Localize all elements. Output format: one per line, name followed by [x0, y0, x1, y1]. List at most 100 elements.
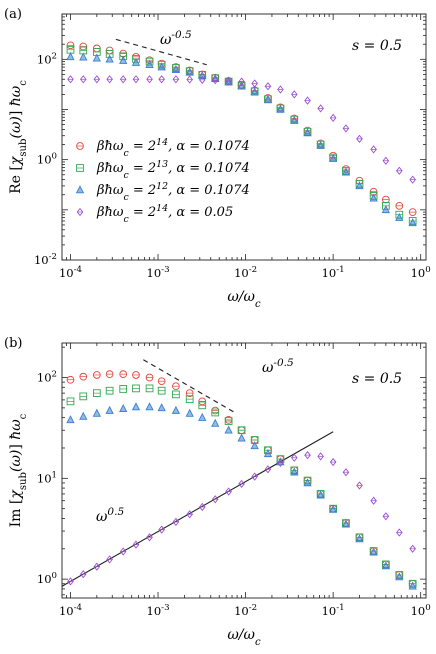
data-point-triangle [408, 581, 417, 590]
data-point-triangle [105, 54, 114, 63]
data-point-diamond [304, 450, 311, 460]
data-point-diamond [198, 75, 206, 84]
y-tick-label: 100 [37, 152, 57, 167]
data-point-triangle [263, 95, 273, 104]
data-point-diamond [290, 453, 298, 462]
data-point-diamond [396, 528, 403, 537]
plot-frame [61, 13, 427, 261]
data-point-diamond [370, 496, 377, 505]
data-point-diamond [186, 75, 194, 84]
x-tick-label: 10-2 [234, 265, 257, 280]
data-point-triangle [66, 52, 75, 61]
data-point-triangle [395, 572, 404, 581]
data-point-triangle [119, 55, 128, 64]
data-point-diamond [238, 479, 245, 489]
x-tick-label: 10-1 [322, 603, 345, 618]
data-point-diamond [396, 166, 403, 175]
data-point-diamond [342, 468, 350, 477]
legend-entry: βħωc = 213, α = 0.1074 [96, 159, 250, 181]
data-point-diamond [238, 77, 245, 86]
legend-entry: βħωc = 214, α = 0.05 [96, 203, 233, 225]
data-point-diamond [158, 525, 165, 534]
y-axis-label: Im [χsub(ω)] ħωc [8, 413, 29, 527]
panel-b: (b) 10-4 10-3 10-2 10-1 100 100 101 102 ω/ωc Im [χ… [4, 336, 431, 648]
data-point-diamond [106, 555, 113, 564]
data-point-triangle [316, 140, 325, 149]
data-point-triangle [119, 403, 128, 413]
series-3 [66, 402, 417, 590]
data-point-triangle [316, 490, 325, 499]
data-point-diamond [264, 465, 272, 474]
data-point-triangle [105, 405, 114, 414]
panel-label: (a) [4, 7, 22, 22]
panel-a: (a) 10-4 10-3 10-2 10-1 100 10-2 100 102 ω/ωc Re [… [4, 7, 431, 310]
data-point-triangle [369, 193, 378, 202]
series-4 [67, 75, 416, 184]
parameter-annotation: s = 0.5 [352, 38, 402, 54]
data-point-diamond [158, 75, 165, 84]
y-tick-label: 10-2 [34, 252, 57, 267]
data-point-triangle [79, 52, 88, 61]
data-point-triangle [328, 153, 338, 162]
data-point-triangle [237, 433, 246, 442]
data-point-triangle [369, 547, 378, 556]
data-point-diamond [277, 458, 284, 468]
data-point-diamond [304, 96, 311, 105]
data-point-triangle [171, 405, 181, 414]
data-point-triangle [131, 402, 141, 411]
data-point-diamond [132, 540, 140, 549]
data-point-diamond [370, 145, 377, 154]
data-point-triangle [171, 64, 181, 73]
series-2 [66, 384, 417, 588]
data-point-triangle [145, 59, 154, 68]
data-point-diamond [211, 75, 219, 85]
data-point-triangle [250, 441, 259, 450]
data-point-diamond [67, 577, 74, 586]
data-point-diamond [409, 175, 416, 184]
data-point-diamond [186, 510, 194, 519]
data-point-triangle [75, 185, 85, 194]
data-point-triangle [66, 415, 75, 424]
data-point-diamond [251, 79, 258, 88]
series-4 [67, 450, 416, 586]
data-point-diamond [132, 75, 140, 84]
data-point-triangle [198, 412, 207, 421]
data-point-triangle [263, 449, 273, 458]
x-tick-label: 10-4 [59, 603, 83, 618]
data-point-diamond [106, 75, 113, 84]
data-point-triangle [250, 87, 259, 96]
data-point-diamond [93, 562, 101, 571]
data-point-diamond [409, 544, 416, 553]
data-point-diamond [225, 487, 232, 496]
y-axis-label: Re [χsub(ω)] ħωc [8, 80, 29, 194]
data-point-diamond [382, 156, 390, 165]
x-tick-label: 10-3 [147, 603, 170, 618]
data-point-diamond [76, 207, 84, 217]
data-point-diamond [356, 481, 363, 490]
legend-entry: βħωc = 212, α = 0.1074 [96, 181, 250, 203]
x-tick-label: 100 [411, 603, 431, 618]
data-point-diamond [290, 90, 298, 99]
data-point-diamond [67, 75, 74, 84]
y-tick-label: 101 [37, 470, 57, 485]
slope-annotation: ω0.5 [96, 506, 124, 525]
data-point-triangle [237, 81, 246, 90]
panel-label: (b) [4, 336, 22, 351]
data-point-diamond [277, 85, 284, 94]
x-axis-label: ω/ωc [227, 627, 261, 648]
data-point-triangle [381, 561, 390, 570]
data-point-diamond [342, 124, 350, 133]
y-tick-label: 100 [37, 571, 57, 586]
data-point-diamond [317, 452, 324, 461]
slope-annotation: ω-0.5 [262, 357, 294, 376]
data-point-diamond [264, 82, 272, 91]
power-law-guide-dashed [115, 38, 207, 66]
data-point-triangle [290, 467, 299, 476]
data-point-triangle [303, 478, 312, 487]
data-point-triangle [341, 519, 351, 528]
data-point-diamond [146, 75, 153, 84]
data-point-triangle [290, 115, 299, 124]
data-point-triangle [395, 212, 404, 221]
data-point-diamond [329, 457, 337, 467]
y-tick-label: 102 [37, 51, 57, 66]
